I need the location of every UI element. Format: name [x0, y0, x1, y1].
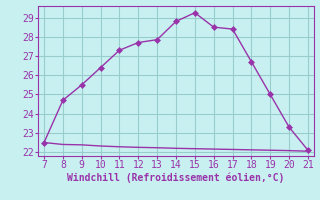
X-axis label: Windchill (Refroidissement éolien,°C): Windchill (Refroidissement éolien,°C) — [67, 173, 285, 183]
